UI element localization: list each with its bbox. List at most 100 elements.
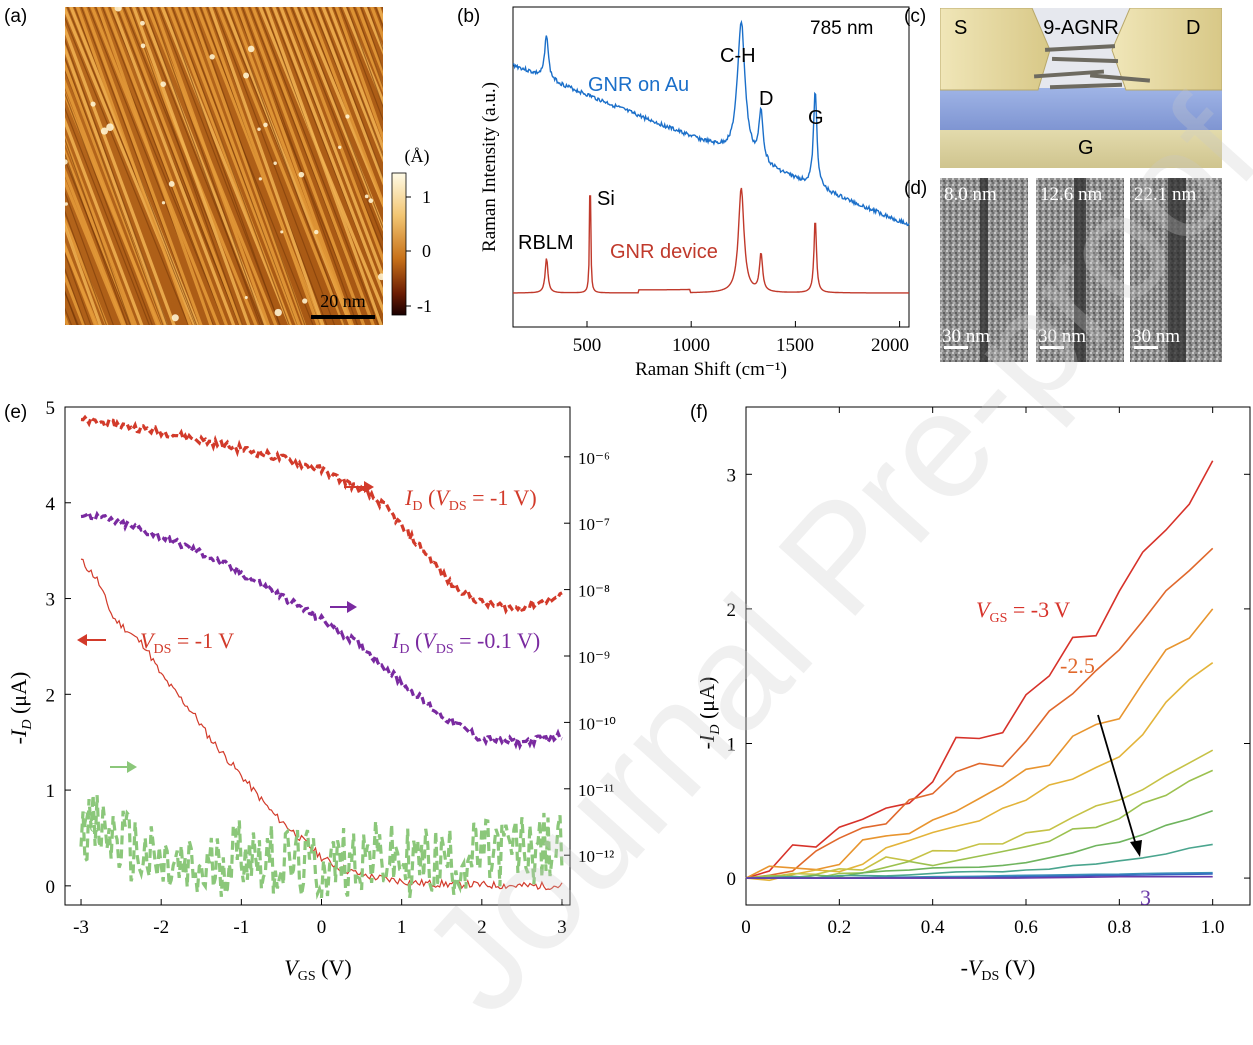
afm-particle bbox=[171, 314, 179, 322]
afm-ribbon bbox=[65, 241, 98, 325]
afm-ribbon bbox=[236, 7, 355, 325]
colorbar-title: (Å) bbox=[405, 146, 430, 167]
label-id-vds-1: ID (VDS = -1 V) bbox=[404, 485, 537, 514]
transfer-xtick-label: 2 bbox=[477, 917, 487, 938]
afm-ribbon bbox=[65, 177, 125, 325]
panel-a-label: (a) bbox=[4, 6, 28, 27]
afm-ribbon bbox=[272, 7, 383, 298]
afm-ribbon bbox=[334, 7, 383, 143]
panel-d-label: (d) bbox=[904, 178, 928, 199]
afm-scalebar: 20 nm bbox=[311, 291, 375, 319]
afm-ribbon-edge bbox=[325, 7, 383, 158]
afm-particle bbox=[106, 123, 114, 131]
transfer-series-line bbox=[79, 794, 564, 900]
afm-ribbon-edge bbox=[65, 158, 132, 325]
transfer-series bbox=[79, 414, 564, 900]
sem-scalebar-3: 30 nm bbox=[1132, 326, 1180, 347]
output-xtick-label: 0 bbox=[741, 917, 751, 938]
output-xlabel: -VDS (V) bbox=[961, 955, 1036, 984]
afm-particle bbox=[298, 171, 305, 178]
afm-ribbon-edge bbox=[290, 7, 383, 242]
raman-series-gnr-device bbox=[513, 187, 909, 294]
afm-particle bbox=[338, 145, 342, 150]
output-axes: 0 0.2 0.4 0.6 0.8 1.0 0 1 2 3 bbox=[727, 407, 1250, 938]
output-ytick-label: 0 bbox=[727, 869, 737, 890]
output-ytick-label: 3 bbox=[727, 465, 737, 486]
output-xtick-label: 0.6 bbox=[1014, 917, 1038, 938]
colorbar-tick-3: -1 bbox=[417, 296, 432, 316]
output-series-line bbox=[745, 843, 1213, 879]
output-xtick-label: 0.2 bbox=[827, 917, 851, 938]
output-xtick-label: 0.4 bbox=[921, 917, 945, 938]
afm-particle bbox=[209, 54, 215, 60]
afm-ribbon-edge bbox=[192, 7, 306, 325]
raman-laser-label: 785 nm bbox=[810, 18, 873, 39]
afm-ribbon-edge bbox=[65, 152, 128, 325]
output-series-line bbox=[745, 875, 1213, 879]
afm-particle bbox=[273, 161, 277, 165]
afm-particle bbox=[302, 298, 308, 304]
output-ytick-label: 1 bbox=[727, 734, 737, 755]
afm-particle bbox=[258, 177, 262, 181]
afm-ribbon-edge bbox=[255, 7, 379, 325]
afm-ribbon-edge bbox=[66, 7, 197, 325]
afm-particle bbox=[160, 81, 167, 87]
transfer-ytick-right-label: 10⁻¹¹ bbox=[578, 781, 614, 800]
output-series-line bbox=[745, 769, 1214, 879]
schematic-gate-label: G bbox=[1078, 137, 1094, 159]
sem-gap-1: 8.0 nm bbox=[944, 184, 997, 205]
transfer-ytick-label: 2 bbox=[46, 685, 56, 706]
transfer-series-line bbox=[80, 414, 563, 615]
output-label-second: -2.5 bbox=[1060, 653, 1095, 678]
raman-peak-d: D bbox=[759, 88, 773, 110]
raman-legend-au: GNR on Au bbox=[588, 74, 689, 96]
transfer-xtick-label: -3 bbox=[73, 917, 89, 938]
afm-particle bbox=[274, 308, 282, 317]
afm-particle bbox=[364, 194, 369, 199]
afm-ribbon-edge bbox=[129, 7, 243, 325]
raman-peak-rblm: RBLM bbox=[518, 232, 574, 254]
transfer-ytick-right-label: 10⁻⁹ bbox=[578, 648, 610, 667]
drain-electrode bbox=[1111, 8, 1222, 91]
afm-ribbon bbox=[349, 7, 383, 94]
raman-xtick: 500 bbox=[573, 335, 602, 356]
sem-images: 8.0 nm 12.6 nm 22.1 nm 30 nm 30 nm 30 nm bbox=[940, 178, 1222, 362]
afm-ribbon bbox=[230, 7, 353, 325]
colorbar-tick-2: 0 bbox=[422, 241, 431, 261]
afm-ribbon-edge bbox=[65, 210, 108, 325]
output-ytick-label: 2 bbox=[727, 600, 737, 621]
arrow-right-red bbox=[344, 481, 374, 493]
afm-ribbon bbox=[286, 7, 383, 264]
afm-ribbon bbox=[321, 7, 383, 163]
afm-particle bbox=[247, 45, 255, 53]
afm-ribbon-edge bbox=[178, 7, 299, 325]
output-label-last: 3 bbox=[1140, 885, 1151, 910]
output-series bbox=[745, 460, 1214, 882]
afm-ribbon bbox=[216, 7, 346, 325]
afm-ribbon bbox=[328, 7, 383, 152]
afm-ribbon-edge bbox=[136, 7, 263, 325]
afm-ribbon bbox=[208, 7, 325, 325]
transfer-ytick-right-label: 10⁻⁶ bbox=[578, 449, 610, 468]
afm-particle bbox=[100, 127, 108, 135]
afm-ribbon-edge bbox=[171, 7, 290, 325]
afm-ribbons bbox=[65, 7, 383, 325]
afm-particle bbox=[65, 159, 68, 165]
transfer-ytick-label: 4 bbox=[46, 494, 56, 515]
afm-ribbon-edge bbox=[115, 7, 240, 325]
source-electrode bbox=[940, 8, 1051, 91]
raman-chart: 500 1000 1500 2000 Raman Shift (cm⁻¹) Ra… bbox=[479, 6, 910, 380]
afm-ribbon bbox=[293, 7, 383, 232]
raman-xtick: 1000 bbox=[672, 335, 710, 356]
afm-ribbon bbox=[264, 7, 383, 325]
afm-ribbon bbox=[75, 7, 192, 325]
label-id-vds-01: ID (VDS = -0.1 V) bbox=[391, 628, 540, 657]
sem-image-1 bbox=[940, 178, 1028, 362]
afm-ribbon bbox=[180, 7, 301, 325]
afm-ribbon bbox=[65, 117, 144, 325]
label-vds-left: VDS = -1 V bbox=[140, 628, 234, 657]
afm-ribbon bbox=[251, 7, 375, 325]
raman-xticks: 500 1000 1500 2000 bbox=[573, 321, 909, 356]
afm-ribbon bbox=[152, 7, 271, 325]
output-series-line bbox=[745, 547, 1214, 879]
